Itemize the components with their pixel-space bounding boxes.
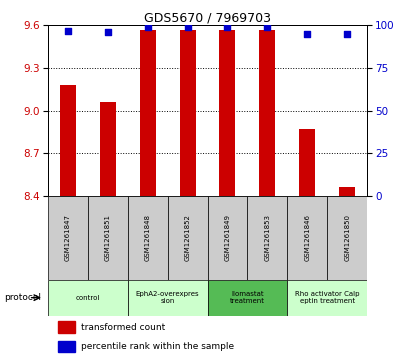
Bar <box>58 322 75 333</box>
Bar <box>287 280 367 316</box>
Point <box>144 24 151 30</box>
Point <box>304 31 311 37</box>
Bar <box>58 340 75 352</box>
Bar <box>220 30 235 196</box>
Bar <box>259 30 276 196</box>
Text: transformed count: transformed count <box>81 323 165 331</box>
Point <box>344 31 351 37</box>
Bar <box>327 196 367 280</box>
Bar <box>128 280 208 316</box>
Text: control: control <box>76 295 100 301</box>
Point <box>184 24 191 30</box>
Bar <box>339 187 355 196</box>
Bar <box>100 102 116 196</box>
Bar <box>60 85 76 196</box>
Point <box>264 24 271 30</box>
Text: GSM1261848: GSM1261848 <box>144 214 151 261</box>
Text: EphA2-overexpres
sion: EphA2-overexpres sion <box>136 291 199 304</box>
Bar <box>48 196 88 280</box>
Bar <box>208 196 247 280</box>
Text: Rho activator Calp
eptin treatment: Rho activator Calp eptin treatment <box>295 291 359 304</box>
Text: GSM1261847: GSM1261847 <box>65 214 71 261</box>
Bar <box>128 196 168 280</box>
Bar <box>208 280 287 316</box>
Bar <box>88 196 128 280</box>
Text: GSM1261846: GSM1261846 <box>304 214 310 261</box>
Bar <box>180 30 195 196</box>
Bar <box>287 196 327 280</box>
Bar <box>247 196 287 280</box>
Text: GSM1261853: GSM1261853 <box>264 214 271 261</box>
Text: GSM1261850: GSM1261850 <box>344 214 350 261</box>
Text: percentile rank within the sample: percentile rank within the sample <box>81 342 234 351</box>
Bar <box>168 196 208 280</box>
Bar <box>139 30 156 196</box>
Point <box>224 24 231 30</box>
Bar <box>48 280 128 316</box>
Text: Ilomastat
treatment: Ilomastat treatment <box>230 291 265 304</box>
Title: GDS5670 / 7969703: GDS5670 / 7969703 <box>144 11 271 24</box>
Text: GSM1261849: GSM1261849 <box>225 214 230 261</box>
Point <box>64 28 71 33</box>
Text: protocol: protocol <box>4 293 41 302</box>
Bar <box>299 129 315 196</box>
Text: GSM1261851: GSM1261851 <box>105 214 111 261</box>
Text: GSM1261852: GSM1261852 <box>185 214 190 261</box>
Point <box>104 29 111 35</box>
